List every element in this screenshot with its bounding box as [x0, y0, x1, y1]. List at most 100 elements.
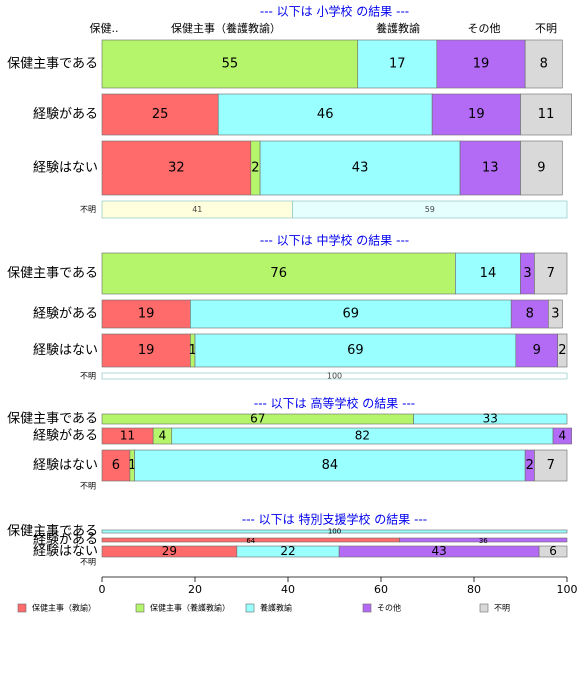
data-label: 32 — [168, 161, 185, 176]
data-label: 8 — [526, 307, 534, 322]
row-label: 経験はない — [33, 343, 98, 358]
data-label: 100 — [328, 528, 341, 536]
data-label: 82 — [355, 429, 370, 443]
data-label: 19 — [468, 107, 485, 122]
data-label: 69 — [343, 307, 360, 322]
column-header: 保健.. — [90, 21, 119, 35]
data-label: 3 — [523, 266, 531, 281]
data-label: 43 — [431, 544, 446, 558]
data-label: 4 — [159, 429, 167, 443]
column-header: 養護教諭 — [376, 21, 420, 35]
bar-segment — [101, 529, 568, 534]
column-header: その他 — [468, 22, 501, 35]
data-label: 6 — [549, 544, 557, 558]
section-title: --- 以下は 中学校 の結果 --- — [260, 233, 409, 248]
data-label: 14 — [480, 266, 497, 281]
bar-segment — [413, 413, 568, 425]
bar-segment — [455, 252, 521, 295]
data-label: 17 — [389, 57, 406, 72]
bar-segment — [101, 39, 359, 89]
data-label: 59 — [425, 205, 435, 214]
bar-segment — [217, 93, 433, 136]
data-label: 1 — [189, 343, 197, 358]
row-label: 保健主事である — [7, 57, 98, 72]
data-label: 8 — [540, 57, 548, 72]
legend-label: 養護教諭 — [260, 603, 292, 613]
data-label: 1 — [128, 458, 136, 473]
data-label: 19 — [473, 57, 490, 72]
bar-segment — [515, 333, 558, 368]
data-label: 69 — [347, 343, 364, 358]
bar-segment — [357, 39, 438, 89]
bar-segment — [101, 252, 456, 295]
data-label: 2 — [251, 161, 259, 176]
row-label: 経験がある — [33, 429, 98, 444]
row-label: 経験はない — [33, 458, 98, 473]
row-label: 不明 — [80, 205, 96, 214]
bar-segment — [520, 140, 563, 196]
bar-segment — [259, 140, 461, 196]
bar-segment — [534, 252, 568, 295]
bar-segment — [101, 333, 191, 368]
row-label: 経験がある — [33, 107, 98, 122]
legend-swatch — [17, 603, 27, 613]
row-label: 経験はない — [33, 544, 98, 559]
column-header: 不明 — [535, 22, 557, 35]
data-label: 67 — [250, 412, 265, 426]
data-label: 6 — [112, 458, 120, 473]
row-label: 不明 — [80, 482, 96, 491]
bar-segment — [194, 333, 517, 368]
data-label: 11 — [120, 429, 135, 443]
row-label: 経験がある — [33, 307, 98, 322]
bar-segment — [557, 333, 568, 368]
bar-segment — [548, 299, 563, 329]
data-label: 3 — [551, 307, 559, 322]
data-label: 9 — [537, 161, 545, 176]
data-label: 41 — [192, 205, 202, 214]
data-label: 55 — [222, 57, 239, 72]
row-label: 保健主事である — [7, 266, 98, 281]
bar-segment — [459, 140, 521, 196]
bar-segment — [524, 39, 563, 89]
data-label: 2 — [526, 458, 534, 473]
x-tick-label: 100 — [557, 583, 578, 596]
x-tick-label: 60 — [374, 583, 388, 596]
x-tick-label: 80 — [467, 583, 481, 596]
data-label: 43 — [352, 161, 369, 176]
data-label: 13 — [482, 161, 499, 176]
bar-segment — [292, 200, 568, 219]
legend-label: 保健主事（養護教諭） — [150, 603, 230, 613]
data-label: 11 — [538, 107, 555, 122]
data-label: 22 — [280, 544, 295, 558]
data-label: 64 — [246, 537, 255, 545]
data-label: 9 — [533, 343, 541, 358]
legend-swatch — [245, 603, 255, 613]
x-tick-label: 0 — [99, 583, 106, 596]
section-title: --- 以下は 高等学校 の結果 --- — [254, 396, 415, 411]
x-tick-label: 20 — [188, 583, 202, 596]
row-label: 保健主事である — [7, 412, 98, 427]
section-title: --- 以下は 小学校 の結果 --- — [260, 4, 409, 19]
data-label: 29 — [162, 544, 177, 558]
data-label: 19 — [138, 307, 155, 322]
bar-segment — [538, 545, 568, 558]
bar-segment — [534, 449, 568, 482]
bar-segment — [552, 427, 572, 445]
bar-segment — [134, 449, 526, 482]
row-label: 不明 — [80, 372, 96, 381]
data-label: 100 — [327, 372, 342, 381]
bar-segment — [510, 299, 549, 329]
bar-segment — [101, 372, 568, 380]
data-label: 19 — [138, 343, 155, 358]
bar-segment — [101, 140, 252, 196]
legend-swatch — [362, 603, 372, 613]
bar-segment — [101, 299, 191, 329]
row-label: 不明 — [80, 558, 96, 567]
data-label: 7 — [547, 266, 555, 281]
data-label: 2 — [558, 343, 566, 358]
data-label: 76 — [270, 266, 287, 281]
data-label: 46 — [317, 107, 334, 122]
legend-label: その他 — [377, 603, 401, 613]
bar-segment — [399, 537, 568, 543]
